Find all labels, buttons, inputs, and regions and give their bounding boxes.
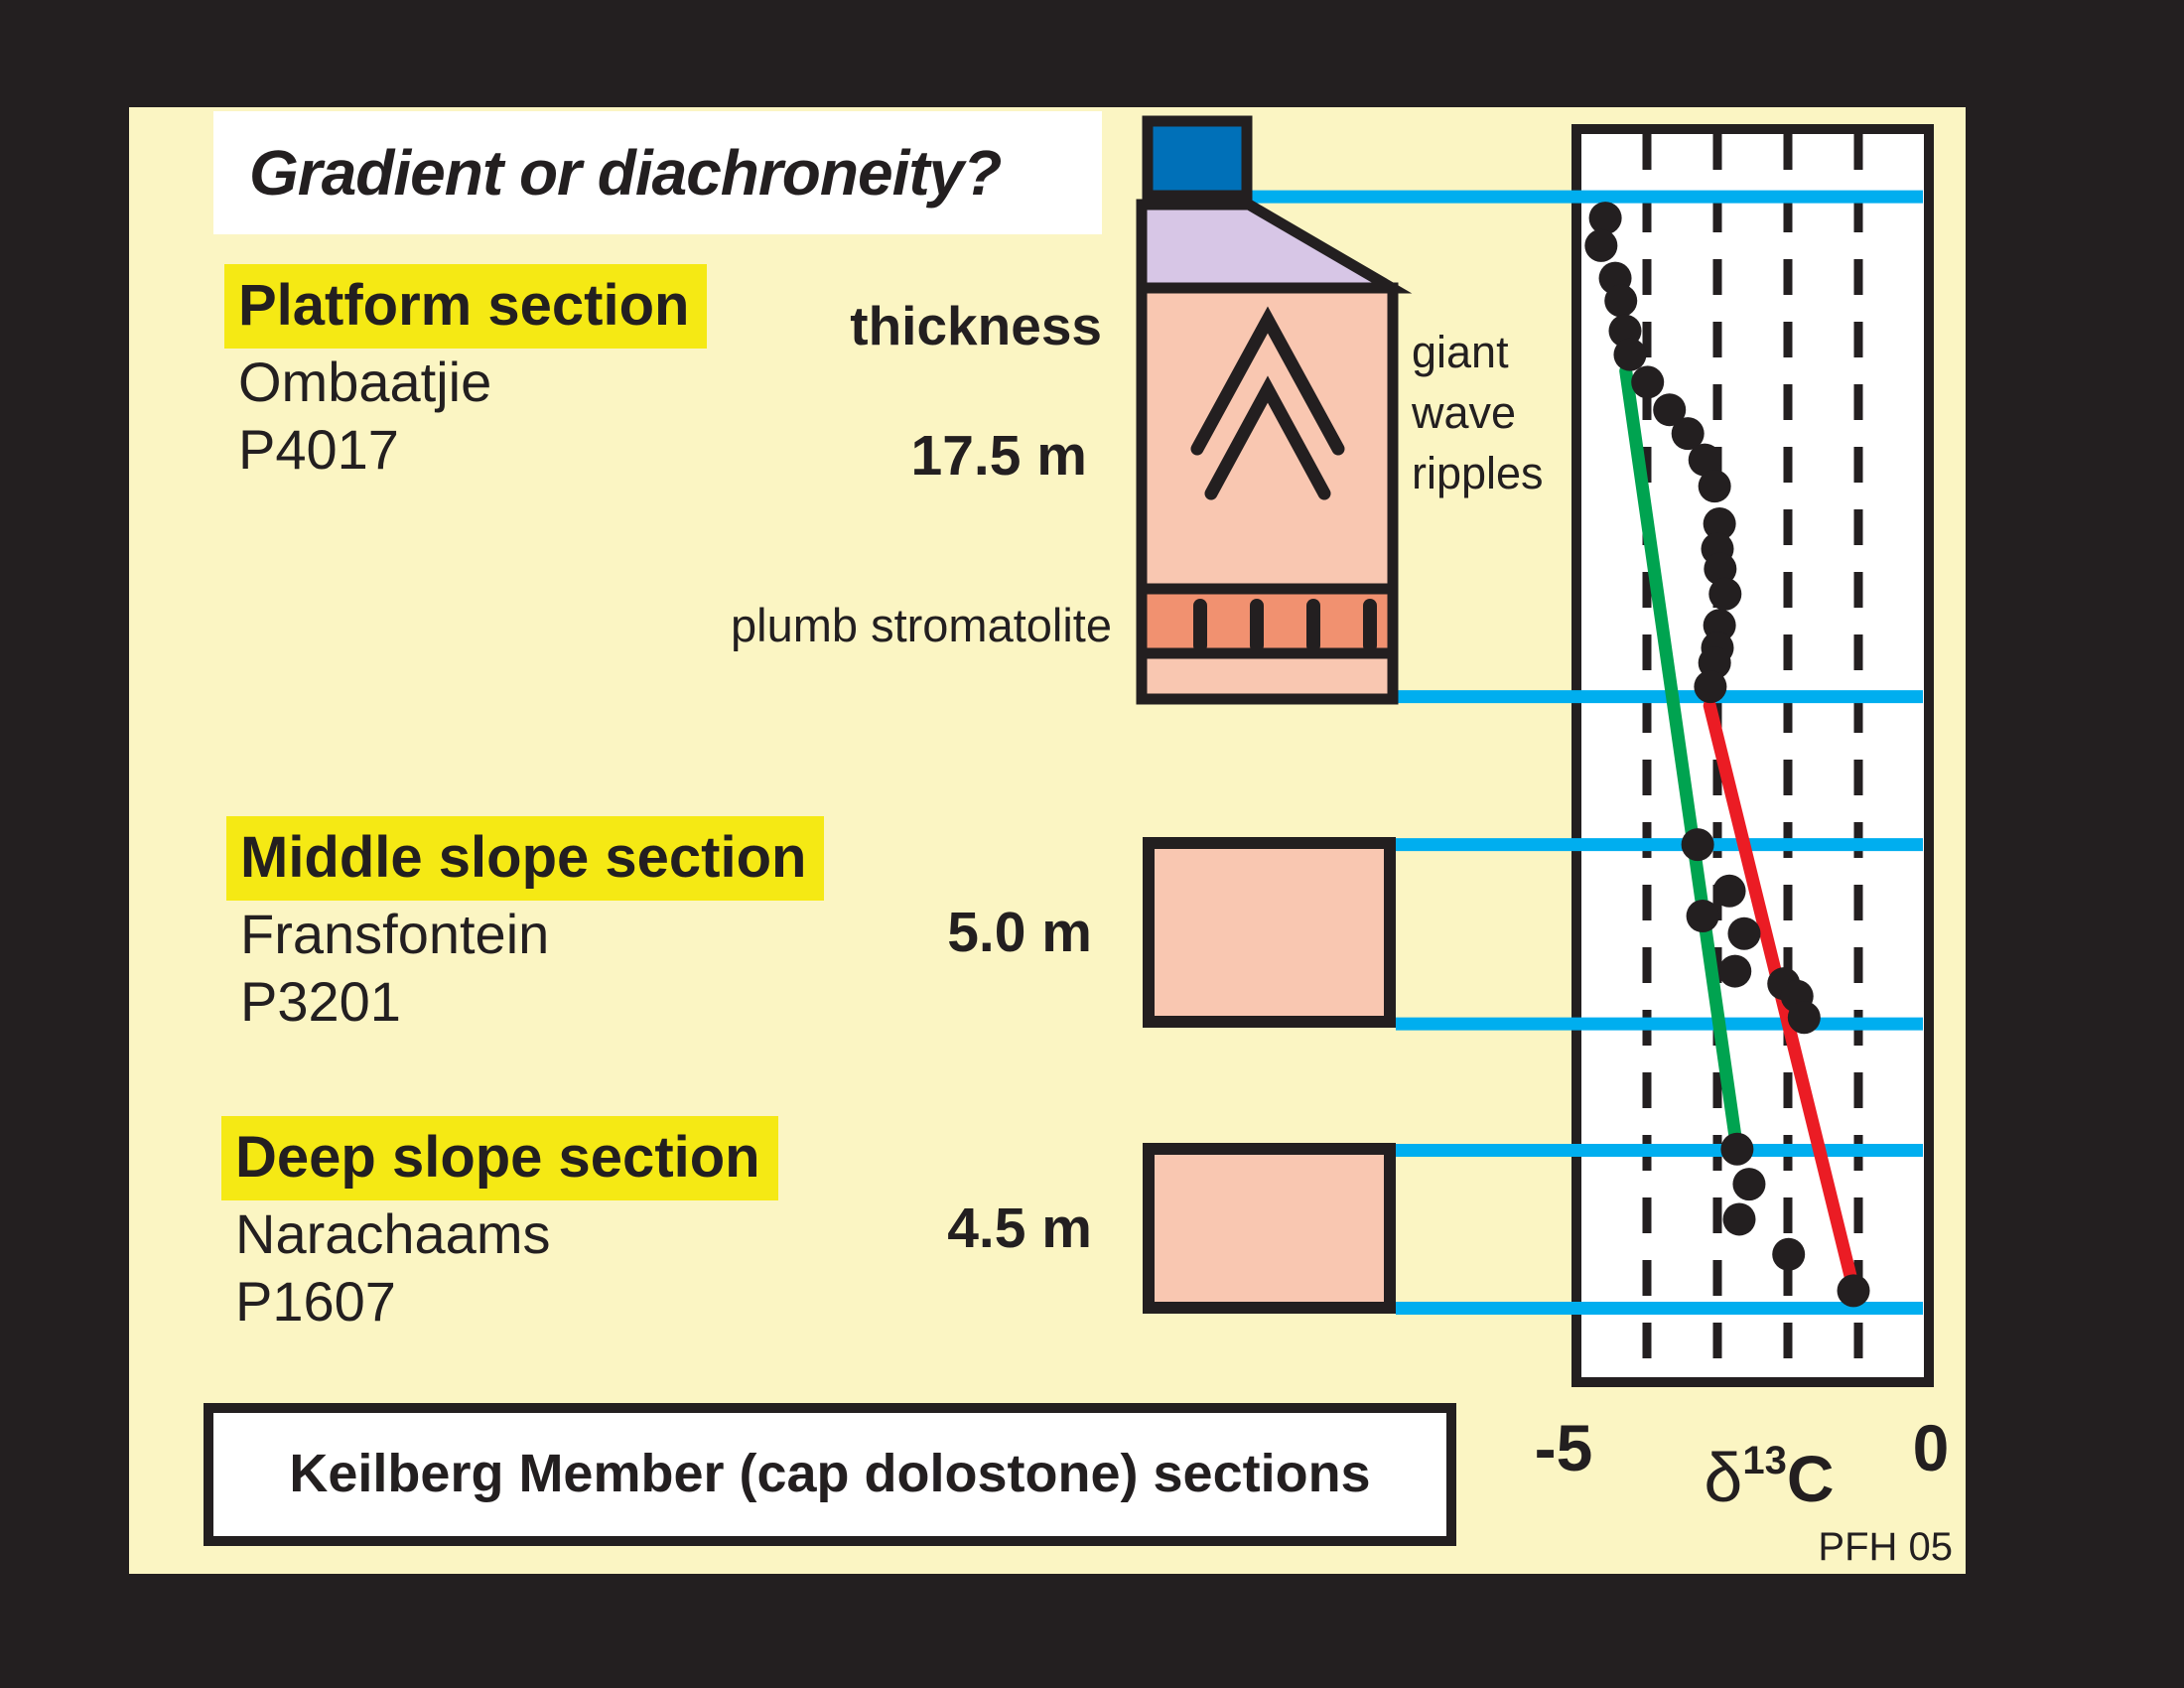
middle-slope-section-block: Middle slope section Fransfontein P3201: [226, 816, 825, 1036]
data-point-series1: [1584, 228, 1618, 262]
data-point-series1: [1694, 670, 1727, 704]
data-point-series1: [1708, 577, 1742, 611]
deep-slope-column: [1143, 1143, 1396, 1314]
data-point-series3: [1837, 1274, 1870, 1308]
plumb-stromatolite-label: plumb stromatolite: [731, 599, 1112, 651]
data-point-series2: [1727, 916, 1761, 950]
keilberg-caption: Keilberg Member (cap dolostone) sections: [289, 1444, 1371, 1503]
platform-thickness: 17.5 m: [910, 424, 1087, 488]
data-point-series2: [1681, 828, 1714, 862]
middle-slope-thickness: 5.0 m: [947, 901, 1092, 964]
data-point-series1: [1604, 284, 1638, 318]
data-point-series1: [1671, 417, 1705, 451]
green-trend-line: [1619, 364, 1742, 1142]
data-point-series2: [1787, 1001, 1821, 1035]
wave-ripple-chevron-inner-icon: [1204, 375, 1331, 500]
isotope-superscript: 13: [1742, 1439, 1787, 1482]
stromatolite-tick-icons: [1193, 599, 1377, 652]
platform-basal-unit: [1136, 647, 1399, 705]
platform-code: P4017: [238, 418, 399, 481]
data-point-series1: [1631, 365, 1665, 399]
deep-slope-locality: Narachaams: [235, 1202, 551, 1265]
x-axis-title-d13c: δ13C: [1660, 1438, 1878, 1517]
data-point-series2: [1718, 954, 1752, 988]
data-point-series1: [1704, 552, 1737, 586]
platform-lavender-unit: [1136, 199, 1413, 294]
data-point-series1: [1698, 470, 1731, 503]
middle-slope-section-label: Middle slope section: [226, 816, 825, 901]
data-point-series1: [1613, 338, 1647, 371]
ripples-line-3: ripples: [1412, 448, 1544, 498]
data-point-series1: [1588, 202, 1622, 235]
deep-slope-section-label: Deep slope section: [221, 1116, 778, 1200]
middle-slope-code: P3201: [240, 970, 401, 1033]
ripples-line-1: giant: [1412, 327, 1509, 377]
data-point-series1: [1703, 507, 1736, 541]
data-point-series3: [1772, 1237, 1806, 1271]
data-point-series3: [1722, 1202, 1756, 1236]
delta-symbol: δ: [1704, 1439, 1743, 1516]
platform-stromatolite-unit: [1136, 583, 1399, 659]
element-symbol: C: [1786, 1442, 1835, 1515]
keilberg-caption-box: Keilberg Member (cap dolostone) sections: [204, 1403, 1456, 1546]
deep-slope-code: P1607: [235, 1270, 396, 1333]
isotope-chart-layer: [1252, 134, 1923, 1377]
platform-section-block: Platform section Ombaatjie P4017: [224, 264, 708, 484]
data-point-series1: [1653, 393, 1687, 427]
page-title: Gradient or diachroneity?: [249, 137, 1002, 209]
platform-locality: Ombaatjie: [238, 351, 492, 413]
platform-top-blue-unit: [1142, 115, 1253, 202]
thickness-header: thickness: [850, 295, 1102, 356]
wave-ripple-chevron-icon: [1190, 306, 1345, 456]
x-axis-label-minus5: -5: [1534, 1411, 1593, 1484]
deep-slope-section-block: Deep slope section Narachaams P1607: [221, 1116, 778, 1336]
platform-main-unit: [1136, 282, 1399, 595]
deep-slope-thickness: 4.5 m: [947, 1196, 1092, 1260]
platform-section-label: Platform section: [224, 264, 708, 349]
data-point-series3: [1732, 1168, 1766, 1201]
credit-label: PFH 05: [1818, 1525, 1953, 1569]
x-axis-label-zero: 0: [1912, 1411, 1950, 1484]
middle-slope-locality: Fransfontein: [240, 903, 550, 965]
platform-column: [1136, 115, 1413, 705]
ripples-line-2: wave: [1412, 387, 1517, 438]
data-point-series2: [1686, 900, 1719, 933]
data-point-series2: [1712, 874, 1746, 908]
data-point-series3: [1720, 1132, 1754, 1166]
giant-wave-ripples-label: giant wave ripples: [1412, 322, 1544, 503]
data-point-series1: [1688, 443, 1721, 477]
title-box: Gradient or diachroneity?: [213, 111, 1102, 234]
middle-slope-column: [1143, 837, 1396, 1028]
